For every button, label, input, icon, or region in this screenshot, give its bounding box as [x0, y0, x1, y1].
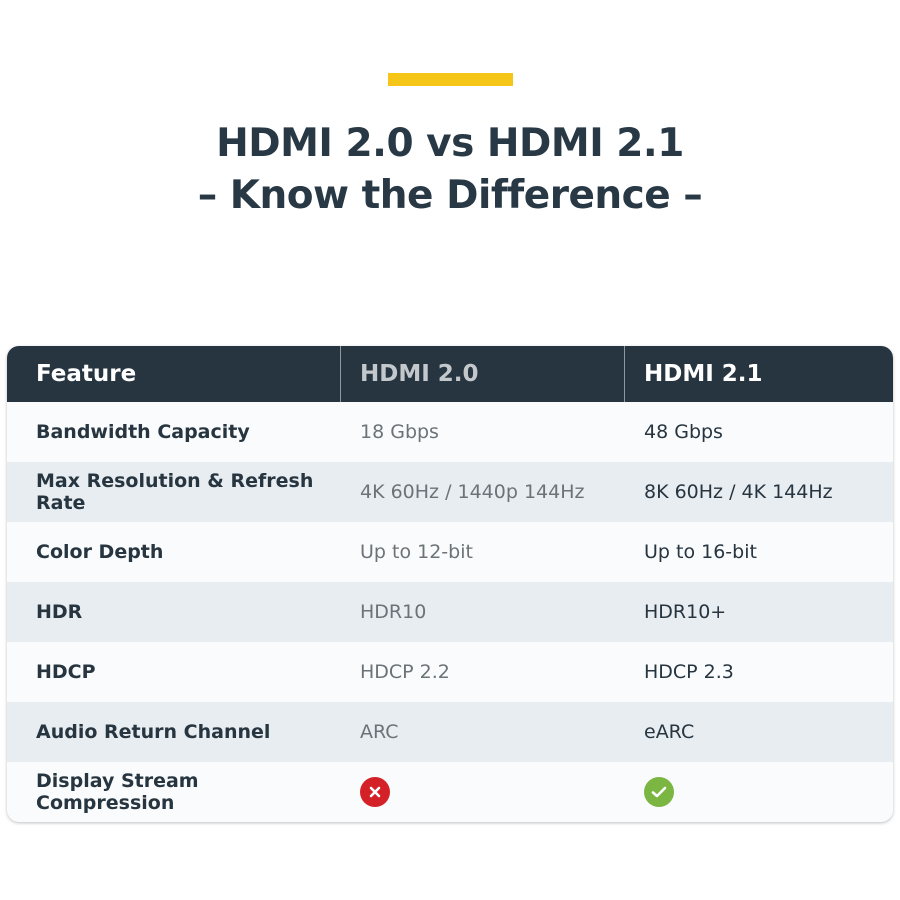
table-row: HDCP HDCP 2.2 HDCP 2.3 [7, 642, 893, 702]
feature-cell: Display Stream Compression [36, 770, 199, 814]
hdmi20-cell: 18 Gbps [360, 421, 439, 443]
header-hdmi-20: HDMI 2.0 [341, 346, 625, 402]
feature-cell: Audio Return Channel [36, 721, 271, 743]
hdmi21-cell: eARC [644, 721, 695, 743]
table-header: Feature HDMI 2.0 HDMI 2.1 [7, 346, 893, 402]
hdmi20-cell: Up to 12-bit [360, 541, 473, 563]
header-feature: Feature [7, 346, 341, 402]
table-row: Color Depth Up to 12-bit Up to 16-bit [7, 522, 893, 582]
table-row: HDR HDR10 HDR10+ [7, 582, 893, 642]
hdmi21-cell: 48 Gbps [644, 421, 723, 443]
title-line-2: – Know the Difference – [197, 173, 703, 218]
hdmi21-cell [625, 762, 893, 822]
table-row: Display Stream Compression [7, 762, 893, 822]
hdmi20-cell: 4K 60Hz / 1440p 144Hz [360, 481, 585, 503]
header-hdmi-21: HDMI 2.1 [644, 361, 763, 387]
table-row: Bandwidth Capacity 18 Gbps 48 Gbps [7, 402, 893, 462]
feature-cell: Max Resolution & Refresh Rate [36, 470, 314, 514]
title-line-1: HDMI 2.0 vs HDMI 2.1 [216, 121, 684, 166]
page-title: HDMI 2.0 vs HDMI 2.1 – Know the Differen… [0, 118, 900, 222]
hdmi20-cell: ARC [360, 721, 399, 743]
table-row: Max Resolution & Refresh Rate 4K 60Hz / … [7, 462, 893, 522]
table-row: Audio Return Channel ARC eARC [7, 702, 893, 762]
feature-cell: Color Depth [36, 541, 164, 563]
accent-bar [388, 73, 513, 86]
check-circle-icon [644, 777, 674, 807]
feature-cell: HDCP [36, 661, 96, 683]
hdmi20-cell [341, 762, 625, 822]
feature-cell: HDR [36, 601, 83, 623]
hdmi21-cell: 8K 60Hz / 4K 144Hz [644, 481, 833, 503]
x-circle-icon [360, 777, 390, 807]
hdmi21-cell: Up to 16-bit [644, 541, 757, 563]
hdmi20-cell: HDCP 2.2 [360, 661, 450, 683]
hdmi21-cell: HDCP 2.3 [644, 661, 734, 683]
hdmi21-cell: HDR10+ [644, 601, 727, 623]
comparison-table: Feature HDMI 2.0 HDMI 2.1 Bandwidth Capa… [7, 346, 893, 822]
feature-cell: Bandwidth Capacity [36, 421, 250, 443]
hdmi20-cell: HDR10 [360, 601, 427, 623]
